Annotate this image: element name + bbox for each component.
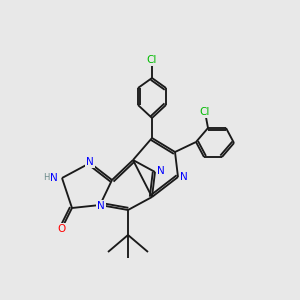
Text: O: O	[58, 224, 66, 234]
Text: Cl: Cl	[200, 107, 210, 117]
Text: N: N	[97, 201, 105, 211]
Text: N: N	[50, 173, 58, 183]
Text: H: H	[44, 172, 51, 182]
Text: N: N	[180, 172, 188, 182]
Text: N: N	[51, 173, 59, 183]
Text: N: N	[157, 166, 165, 176]
Text: N: N	[86, 157, 94, 167]
Text: Cl: Cl	[147, 55, 157, 65]
Text: H: H	[44, 173, 50, 182]
